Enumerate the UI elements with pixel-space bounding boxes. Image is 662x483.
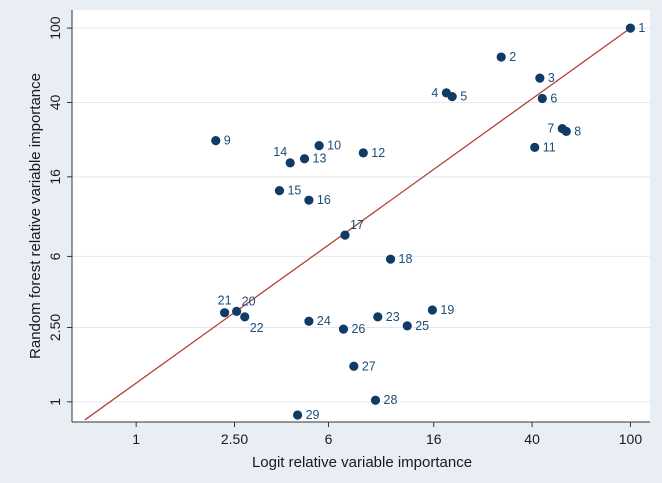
- data-point: [537, 93, 547, 104]
- data-point: [299, 154, 310, 164]
- x-tick-label: 1: [132, 431, 140, 447]
- data-point-label: 2: [509, 50, 516, 64]
- data-point-label: 29: [306, 408, 320, 422]
- data-point: [211, 136, 221, 146]
- x-axis-ticks: 1 2.50 6 16 40 100: [132, 422, 642, 447]
- data-point-label: 20: [242, 294, 256, 308]
- data-point-label: 9: [224, 134, 231, 148]
- data-point-label: 19: [440, 303, 454, 317]
- y-tick-label: 40: [47, 94, 63, 110]
- data-point-label: 16: [317, 193, 331, 207]
- data-point: [427, 305, 437, 315]
- data-point: [314, 141, 324, 151]
- data-point-label: 11: [543, 140, 556, 154]
- data-point: [304, 316, 314, 326]
- data-point: [625, 23, 636, 33]
- y-tick-label: 2.50: [47, 314, 63, 341]
- y-axis-ticks: 1 2.50 6 16 40 100: [47, 16, 72, 406]
- data-point-label: 8: [574, 124, 581, 138]
- data-point: [358, 148, 368, 158]
- data-point: [447, 92, 457, 102]
- data-point-label: 24: [317, 314, 331, 328]
- data-point-label: 6: [550, 92, 557, 106]
- data-point: [240, 312, 250, 322]
- data-point-label: 26: [351, 322, 365, 336]
- data-point: [304, 195, 314, 205]
- data-point-label: 21: [218, 294, 232, 308]
- data-point: [530, 142, 540, 152]
- data-point-label: 1: [638, 21, 645, 35]
- data-point-label: 5: [460, 90, 467, 104]
- data-point-label: 12: [371, 146, 385, 160]
- data-point: [385, 254, 396, 264]
- data-point: [292, 410, 303, 420]
- data-point: [496, 52, 506, 62]
- plot-area: [72, 10, 650, 422]
- data-point: [402, 321, 412, 331]
- data-point: [232, 306, 242, 316]
- data-point-label: 14: [273, 145, 287, 159]
- y-axis-title: Random forest relative variable importan…: [27, 73, 44, 359]
- data-point-label: 17: [350, 218, 364, 232]
- x-axis-title: Logit relative variable importance: [252, 454, 472, 471]
- data-point-label: 3: [548, 71, 555, 85]
- data-point-label: 23: [386, 310, 400, 324]
- data-point: [370, 395, 381, 405]
- y-tick-label: 1: [47, 398, 63, 406]
- data-point-label: 13: [313, 152, 327, 166]
- data-point-label: 15: [287, 184, 301, 198]
- data-point: [274, 186, 285, 196]
- data-point-label: 27: [362, 359, 376, 373]
- axes: [71, 10, 650, 423]
- data-point-label: 4: [431, 86, 438, 100]
- y-tick-label: 16: [47, 169, 63, 185]
- data-point-label: 7: [547, 122, 554, 136]
- gridlines: [72, 27, 650, 403]
- data-point: [373, 312, 383, 322]
- reference-line-group: [84, 27, 631, 421]
- x-tick-label: 40: [524, 431, 540, 447]
- reference-line: [84, 27, 631, 421]
- y-tick-label: 100: [47, 16, 63, 40]
- data-point: [220, 308, 230, 318]
- data-point-label: 10: [327, 139, 341, 153]
- y-tick-label: 6: [47, 252, 63, 260]
- x-tick-label: 100: [619, 431, 643, 447]
- x-tick-label: 16: [426, 431, 442, 447]
- data-point: [338, 324, 349, 334]
- data-point: [349, 361, 359, 371]
- data-point-label: 28: [384, 393, 398, 407]
- data-point: [535, 73, 545, 83]
- data-point: [285, 158, 295, 168]
- data-point-label: 25: [415, 319, 429, 333]
- x-tick-label: 2.50: [221, 431, 248, 447]
- data-point: [340, 230, 350, 240]
- data-point-label: 22: [250, 321, 264, 335]
- data-point: [561, 126, 571, 137]
- data-point-label: 18: [399, 252, 413, 266]
- x-tick-label: 6: [325, 431, 333, 447]
